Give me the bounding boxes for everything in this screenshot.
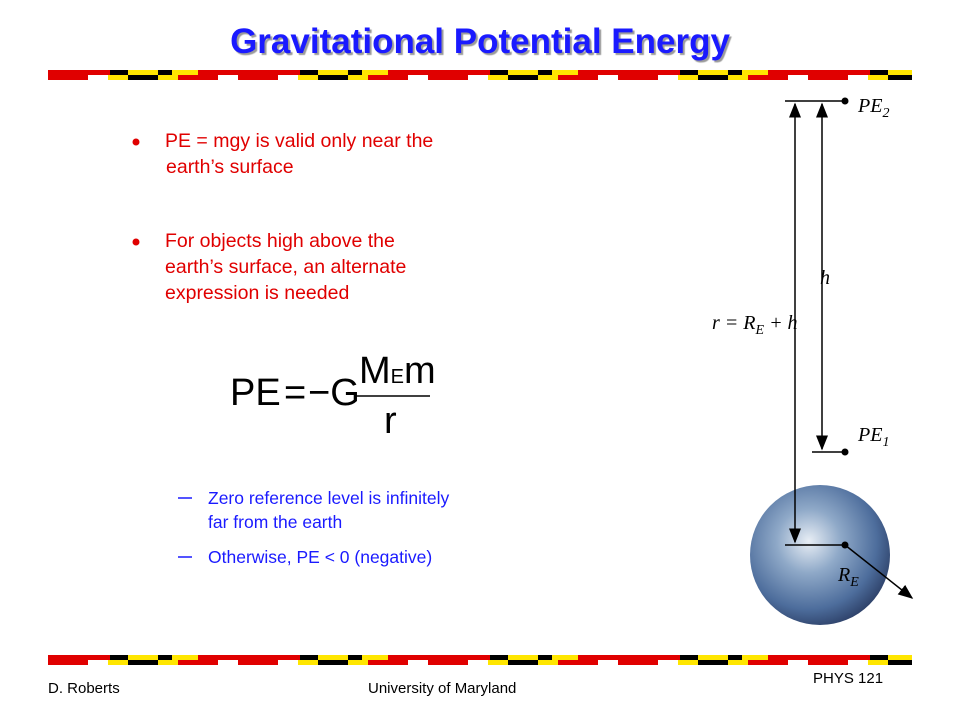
bullet: PE = mgy is valid only near the earth’s …: [165, 128, 433, 180]
label-re: RE: [837, 564, 859, 590]
flag-band: [48, 70, 912, 80]
sub-bullet-line: far from the earth: [208, 512, 343, 532]
label-pe1: PE1: [857, 424, 889, 450]
label-r: r = RE + h: [712, 312, 798, 338]
bullet: For objects high above the earth’s surfa…: [165, 228, 406, 306]
sub-bullet-line: Zero reference level is infinitely: [208, 488, 450, 508]
formula-denominator: r: [384, 400, 397, 442]
sub-bullet: Zero reference level is infinitely far f…: [208, 486, 449, 534]
diagram-lines: [785, 100, 914, 599]
formula-lhs: PE: [230, 372, 281, 414]
sub-bullet: Otherwise, PE < 0 (negative): [208, 545, 432, 569]
flag-band: [48, 655, 912, 665]
bullet-line: earth’s surface, an alternate: [165, 256, 407, 278]
formula-coefficient: −G: [308, 372, 360, 414]
earth: [750, 485, 890, 625]
bullet-line: expression is needed: [165, 282, 350, 304]
title: Gravitational Potential Energy: [230, 22, 730, 61]
footer-author: D. Roberts: [48, 680, 120, 697]
footer-institution: University of Maryland: [368, 680, 517, 697]
formula-equals: =: [284, 372, 307, 414]
bullet-line: PE = mgy is valid only near the: [165, 130, 434, 152]
bullet-line: For objects high above the: [165, 230, 395, 252]
label-pe2: PE2: [857, 95, 889, 121]
sub-bullet-line: Otherwise, PE < 0 (negative): [208, 547, 433, 567]
bullet-dot: [132, 138, 140, 146]
formula-numerator: MEm: [359, 350, 436, 392]
label-h: h: [820, 267, 830, 289]
bullet-line: earth’s surface: [166, 156, 294, 178]
footer-course: PHYS 121: [813, 670, 884, 687]
bullet-dot: [132, 238, 140, 246]
